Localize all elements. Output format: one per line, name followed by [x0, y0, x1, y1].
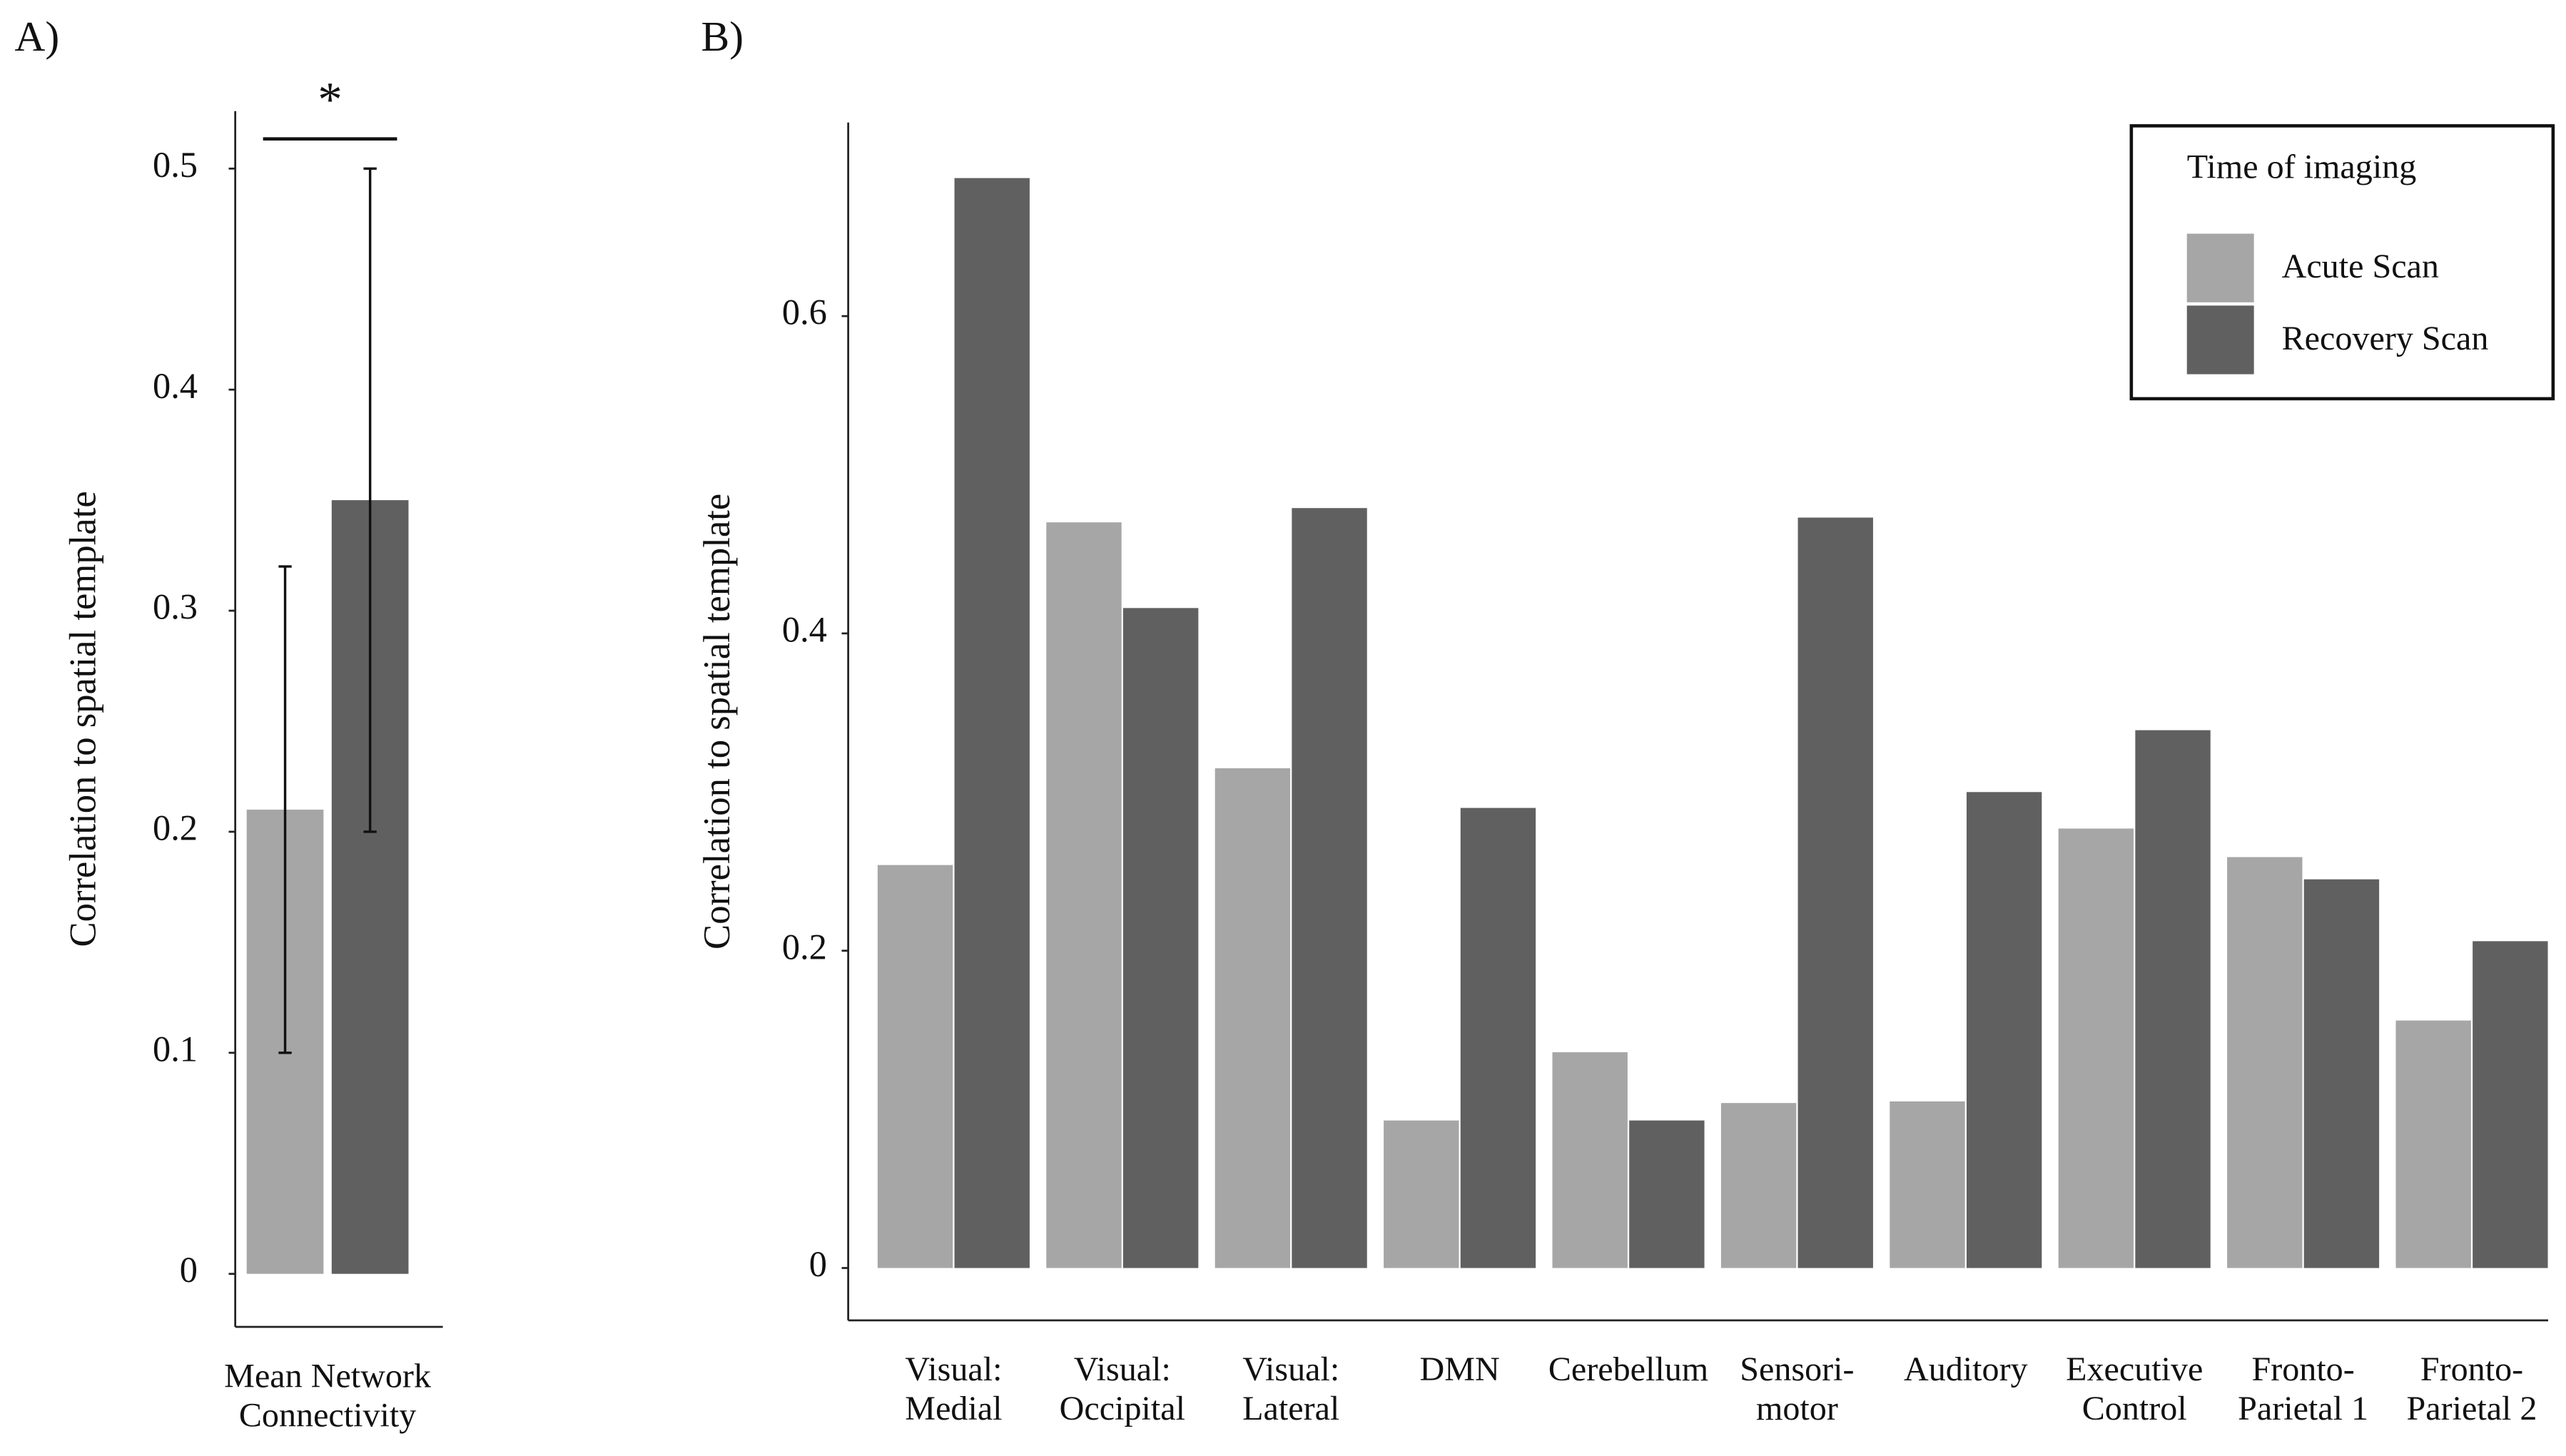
- panel-label: B): [701, 13, 744, 60]
- bar: [1384, 1120, 1459, 1268]
- legend-title: Time of imaging: [2187, 148, 2417, 185]
- bar: [2227, 857, 2303, 1268]
- bar: [1629, 1120, 1705, 1268]
- x-tick-label: Fronto-: [2251, 1350, 2354, 1388]
- x-tick-label: Mean Network: [224, 1357, 432, 1395]
- x-tick-label: Visual:: [1074, 1350, 1171, 1388]
- bar: [954, 178, 1030, 1268]
- y-tick-label: 0.6: [782, 292, 827, 332]
- significance-annotation: *: [318, 72, 342, 126]
- x-tick-label: Cerebellum: [1548, 1350, 1708, 1388]
- x-tick-label: Auditory: [1904, 1350, 2028, 1388]
- y-tick-label: 0.2: [153, 808, 198, 847]
- y-tick-label: 0: [180, 1250, 198, 1290]
- x-tick-label: Occipital: [1060, 1390, 1185, 1427]
- x-tick-label: Parietal 2: [2407, 1390, 2537, 1427]
- bar: [1552, 1052, 1628, 1268]
- y-tick-label: 0: [809, 1244, 827, 1284]
- y-tick-label: 0.5: [153, 145, 198, 185]
- y-axis-label: Correlation to spatial template: [696, 494, 738, 950]
- bar: [1214, 768, 1291, 1268]
- x-tick-label: Connectivity: [239, 1396, 416, 1434]
- y-tick-label: 0.3: [153, 587, 198, 627]
- x-tick-label: Fronto-: [2420, 1350, 2523, 1388]
- y-axis-label: Correlation to spatial template: [62, 491, 103, 947]
- y-tick-label: 0.4: [153, 366, 198, 406]
- bar: [1797, 517, 1873, 1268]
- legend-swatch: [2186, 305, 2254, 375]
- y-tick-label: 0.1: [153, 1029, 198, 1069]
- bar: [877, 865, 953, 1268]
- x-tick-label: Visual:: [905, 1350, 1002, 1388]
- x-tick-label: DMN: [1420, 1350, 1500, 1388]
- bar: [1460, 808, 1536, 1268]
- bar: [2395, 1020, 2471, 1268]
- bar: [1122, 608, 1199, 1268]
- bar: [2303, 879, 2380, 1268]
- legend-swatch: [2186, 233, 2254, 302]
- bar: [2135, 730, 2211, 1268]
- x-tick-label: Lateral: [1242, 1390, 1339, 1427]
- bar: [1046, 522, 1122, 1268]
- x-tick-label: Sensori-: [1740, 1350, 1854, 1388]
- x-tick-label: Control: [2082, 1390, 2187, 1427]
- panel-label: A): [14, 13, 59, 60]
- x-tick-label: Parietal 1: [2238, 1390, 2368, 1427]
- x-tick-label: motor: [1756, 1390, 1838, 1427]
- legend-box: [2129, 124, 2555, 401]
- y-tick-label: 0.2: [782, 927, 827, 967]
- bar: [2058, 828, 2134, 1268]
- bar: [2473, 941, 2548, 1268]
- y-tick-label: 0.4: [782, 609, 827, 649]
- bar: [1966, 792, 2042, 1268]
- bar: [1292, 508, 1367, 1268]
- bar: [1720, 1103, 1797, 1268]
- legend-label: Recovery Scan: [2282, 320, 2489, 357]
- legend-label: Acute Scan: [2282, 248, 2439, 285]
- x-tick-label: Medial: [905, 1390, 1002, 1427]
- x-tick-label: Visual:: [1242, 1350, 1339, 1388]
- bar: [1890, 1101, 1965, 1268]
- x-tick-label: Executive: [2066, 1350, 2203, 1388]
